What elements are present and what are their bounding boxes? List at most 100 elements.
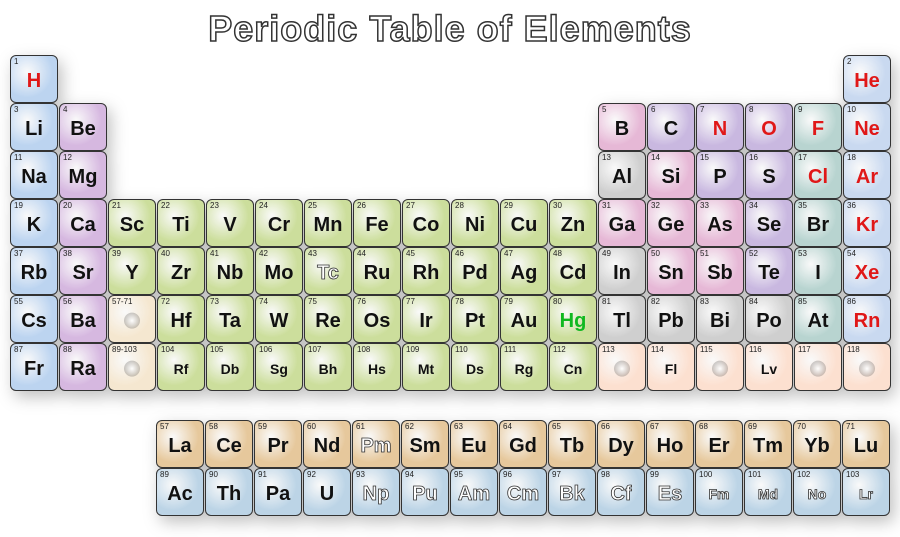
atomic-number: 21 [112,202,121,210]
element-symbol: Fr [24,359,44,379]
element-symbol: Th [217,484,241,504]
element-cell-S: 16S [745,151,793,199]
atomic-number: 36 [847,202,856,210]
atomic-number: 108 [357,346,370,354]
atomic-number: 65 [552,423,561,431]
element-symbol: No [808,484,827,504]
atomic-number: 90 [209,471,218,479]
element-symbol: Er [708,436,729,456]
atomic-number: 71 [846,423,855,431]
element-symbol: Ga [609,215,636,235]
fblock-cell-Lu: 71 Lu [842,420,890,468]
element-cell-Ge: 32Ge [647,199,695,247]
element-symbol: Eu [461,436,487,456]
element-cell-Sg: 106Sg [255,343,303,391]
element-symbol: Kr [856,215,878,235]
element-cell-Ag: 47Ag [500,247,548,295]
fblock-cell-Fm: 100 Fm [695,468,743,516]
element-cell-Na: 11Na [10,151,58,199]
element-cell-Fl: 114Fl [647,343,695,391]
element-symbol: Pr [267,436,288,456]
element-symbol: Tb [560,436,584,456]
element-cell-118: 118 [843,343,891,391]
fblock-cell-Nd: 60Nd [303,420,351,468]
element-symbol: U [320,484,334,504]
element-symbol: Ra [70,359,96,379]
element-symbol: Ge [658,215,685,235]
element-symbol: Cu [511,215,538,235]
element-cell-Te: 52Te [745,247,793,295]
element-symbol: Lr [859,484,873,504]
atomic-number: 96 [503,471,512,479]
atomic-number: 16 [749,154,758,162]
element-symbol: Co [413,215,440,235]
element-symbol: Pa [266,484,290,504]
element-symbol: Nd [314,436,341,456]
element-symbol: Tc [317,263,339,283]
element-cell-Ds: 110Ds [451,343,499,391]
element-cell-F: 9F [794,103,842,151]
atomic-number: 103 [846,471,859,479]
atomic-number: 114 [651,346,664,354]
element-cell-Cn: 112Cn [549,343,597,391]
element-symbol: Re [315,311,341,331]
fblock-cell-Ac: 89Ac [156,468,204,516]
atomic-number: 40 [161,250,170,258]
atomic-number: 62 [405,423,414,431]
atomic-number: 92 [307,471,316,479]
element-symbol: I [815,263,821,283]
atomic-number: 39 [112,250,121,258]
atomic-number: 73 [210,298,219,306]
fblock-cell-Pr: 59Pr [254,420,302,468]
element-symbol: He [854,71,880,91]
fblock-cell-Bk: 97Bk [548,468,596,516]
atomic-number: 1 [14,58,18,66]
element-symbol: Tl [613,311,631,331]
element-cell-Ru: 44Ru [353,247,401,295]
element-cell-W: 74W [255,295,303,343]
atomic-number: 89 [160,471,169,479]
element-symbol: Hf [170,311,191,331]
element-symbol: Be [70,119,96,139]
atomic-number: 105 [210,346,223,354]
element-symbol: As [707,215,733,235]
atomic-number: 7 [700,106,704,114]
fblock-cell-Eu: 63 Eu [450,420,498,468]
element-symbol: Te [758,263,780,283]
element-symbol: Ds [466,359,484,379]
atomic-number: 50 [651,250,660,258]
atomic-number: 15 [700,154,709,162]
element-cell-Lv: 116Lv [745,343,793,391]
atomic-number: 118 [847,346,860,354]
atomic-number: 11 [14,154,22,162]
atomic-number: 56 [63,298,72,306]
atomic-number: 100 [699,471,712,479]
element-symbol: Dy [608,436,634,456]
fblock-cell-Es: 99Es [646,468,694,516]
atomic-number: 48 [553,250,562,258]
atomic-number: 68 [699,423,708,431]
element-symbol: Mn [314,215,343,235]
atomic-number: 3 [14,106,18,114]
element-symbol: Rh [413,263,440,283]
atomic-number: 63 [454,423,463,431]
atomic-number: 5 [602,106,606,114]
atomic-number: 34 [749,202,758,210]
fblock-cell-Sm: 62Sm [401,420,449,468]
element-symbol: Gd [509,436,537,456]
atomic-number: 43 [308,250,317,258]
element-symbol: Fm [709,484,730,504]
element-symbol: Lu [854,436,878,456]
element-cell-Mg: 12Mg [59,151,107,199]
atomic-number: 77 [406,298,415,306]
element-symbol: Br [807,215,829,235]
atomic-number: 93 [356,471,365,479]
element-cell-In: 49In [598,247,646,295]
element-symbol: Cd [560,263,587,283]
fblock-cell-Lr: 103Lr [842,468,890,516]
element-symbol: N [713,119,727,139]
element-cell-Sc: 21Sc [108,199,156,247]
atomic-number: 35 [798,202,807,210]
atomic-number: 104 [161,346,174,354]
fblock-cell-La: 57La [156,420,204,468]
